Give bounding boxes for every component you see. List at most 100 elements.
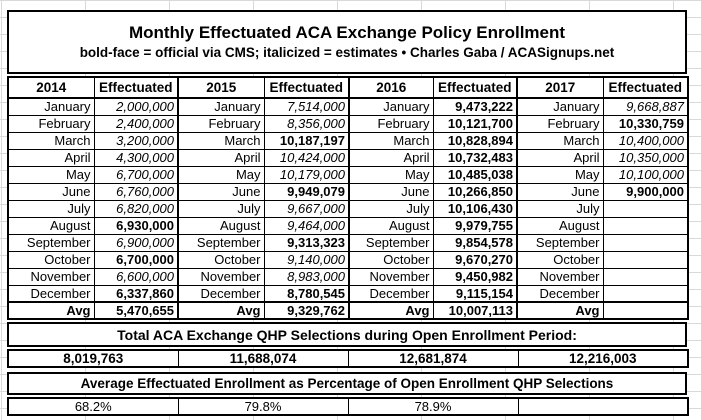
value-cell[interactable]: 5,470,655 [93, 301, 179, 320]
value-cell[interactable] [602, 250, 689, 269]
month-cell[interactable]: December [7, 284, 95, 303]
value-cell[interactable]: 10,106,430 [432, 199, 518, 218]
month-cell[interactable]: December [516, 284, 604, 303]
month-cell[interactable]: November [348, 267, 434, 286]
value-cell[interactable]: 6,930,000 [93, 216, 179, 235]
month-cell[interactable]: February [177, 114, 265, 133]
month-cell[interactable]: October [7, 250, 95, 269]
month-cell[interactable]: July [177, 199, 265, 218]
value-cell[interactable]: 10,121,700 [432, 114, 518, 133]
month-cell[interactable]: September [348, 233, 434, 252]
value-cell[interactable]: 10,179,000 [263, 165, 350, 184]
month-cell[interactable]: August [7, 216, 95, 235]
month-cell[interactable]: November [177, 267, 265, 286]
percentage-2015[interactable]: 79.8% [177, 397, 349, 416]
col-header-year-2017[interactable]: 2017 [516, 76, 604, 99]
value-cell[interactable]: 6,700,000 [93, 165, 179, 184]
month-cell[interactable]: March [348, 131, 434, 150]
month-cell[interactable]: August [516, 216, 604, 235]
value-cell[interactable]: 9,900,000 [602, 182, 689, 201]
month-cell[interactable]: November [516, 267, 604, 286]
value-cell[interactable]: 9,668,887 [602, 97, 689, 116]
month-cell[interactable]: January [7, 97, 95, 116]
value-cell[interactable]: 9,313,323 [263, 233, 350, 252]
value-cell[interactable] [602, 267, 689, 286]
value-cell[interactable]: 9,140,000 [263, 250, 350, 269]
value-cell[interactable]: 9,464,000 [263, 216, 350, 235]
value-cell[interactable]: 10,266,850 [432, 182, 518, 201]
month-cell[interactable]: May [348, 165, 434, 184]
value-cell[interactable]: 3,200,000 [93, 131, 179, 150]
total-selections-2014[interactable]: 8,019,763 [7, 349, 179, 368]
month-cell[interactable]: January [348, 97, 434, 116]
value-cell[interactable]: 6,700,000 [93, 250, 179, 269]
value-cell[interactable]: 10,400,000 [602, 131, 689, 150]
month-cell[interactable]: April [7, 148, 95, 167]
value-cell[interactable] [602, 199, 689, 218]
month-cell[interactable]: January [516, 97, 604, 116]
value-cell[interactable]: 6,337,860 [93, 284, 179, 303]
value-cell[interactable]: 6,760,000 [93, 182, 179, 201]
value-cell[interactable]: 10,330,759 [602, 114, 689, 133]
month-cell[interactable]: March [7, 131, 95, 150]
month-cell[interactable]: February [348, 114, 434, 133]
value-cell[interactable]: 10,424,000 [263, 148, 350, 167]
month-cell[interactable]: March [516, 131, 604, 150]
value-cell[interactable]: 9,450,982 [432, 267, 518, 286]
value-cell[interactable]: 9,329,762 [263, 301, 350, 320]
value-cell[interactable] [602, 301, 689, 320]
month-cell[interactable]: May [516, 165, 604, 184]
avg-label-cell[interactable]: Avg [516, 301, 604, 320]
col-header-effectuated-2016[interactable]: Effectuated [432, 76, 518, 99]
value-cell[interactable]: 9,979,755 [432, 216, 518, 235]
value-cell[interactable] [602, 216, 689, 235]
value-cell[interactable]: 9,667,000 [263, 199, 350, 218]
value-cell[interactable] [602, 284, 689, 303]
col-header-year-2015[interactable]: 2015 [177, 76, 265, 99]
col-header-effectuated-2014[interactable]: Effectuated [93, 76, 179, 99]
month-cell[interactable]: October [348, 250, 434, 269]
month-cell[interactable]: July [7, 199, 95, 218]
value-cell[interactable] [602, 233, 689, 252]
avg-label-cell[interactable]: Avg [7, 301, 95, 320]
month-cell[interactable]: April [516, 148, 604, 167]
value-cell[interactable]: 8,983,000 [263, 267, 350, 286]
month-cell[interactable]: June [7, 182, 95, 201]
avg-label-cell[interactable]: Avg [177, 301, 265, 320]
value-cell[interactable]: 10,485,038 [432, 165, 518, 184]
col-header-effectuated-2015[interactable]: Effectuated [263, 76, 350, 99]
value-cell[interactable]: 2,400,000 [93, 114, 179, 133]
month-cell[interactable]: May [177, 165, 265, 184]
month-cell[interactable]: April [177, 148, 265, 167]
value-cell[interactable]: 10,007,113 [432, 301, 518, 320]
value-cell[interactable]: 6,600,000 [93, 267, 179, 286]
total-selections-2016[interactable]: 12,681,874 [347, 349, 519, 368]
value-cell[interactable]: 8,780,545 [263, 284, 350, 303]
month-cell[interactable]: September [516, 233, 604, 252]
month-cell[interactable]: July [348, 199, 434, 218]
value-cell[interactable]: 9,854,578 [432, 233, 518, 252]
month-cell[interactable]: June [348, 182, 434, 201]
month-cell[interactable]: February [7, 114, 95, 133]
month-cell[interactable]: September [177, 233, 265, 252]
value-cell[interactable]: 7,514,000 [263, 97, 350, 116]
month-cell[interactable]: January [177, 97, 265, 116]
month-cell[interactable]: July [516, 199, 604, 218]
month-cell[interactable]: March [177, 131, 265, 150]
month-cell[interactable]: August [348, 216, 434, 235]
month-cell[interactable]: June [177, 182, 265, 201]
percentage-2017[interactable] [517, 397, 689, 416]
value-cell[interactable]: 6,820,000 [93, 199, 179, 218]
col-header-year-2016[interactable]: 2016 [348, 76, 434, 99]
month-cell[interactable]: February [516, 114, 604, 133]
total-selections-2015[interactable]: 11,688,074 [177, 349, 349, 368]
value-cell[interactable]: 9,115,154 [432, 284, 518, 303]
month-cell[interactable]: October [177, 250, 265, 269]
month-cell[interactable]: September [7, 233, 95, 252]
col-header-effectuated-2017[interactable]: Effectuated [602, 76, 689, 99]
month-cell[interactable]: December [348, 284, 434, 303]
month-cell[interactable]: August [177, 216, 265, 235]
value-cell[interactable]: 4,300,000 [93, 148, 179, 167]
value-cell[interactable]: 9,670,270 [432, 250, 518, 269]
value-cell[interactable]: 10,732,483 [432, 148, 518, 167]
